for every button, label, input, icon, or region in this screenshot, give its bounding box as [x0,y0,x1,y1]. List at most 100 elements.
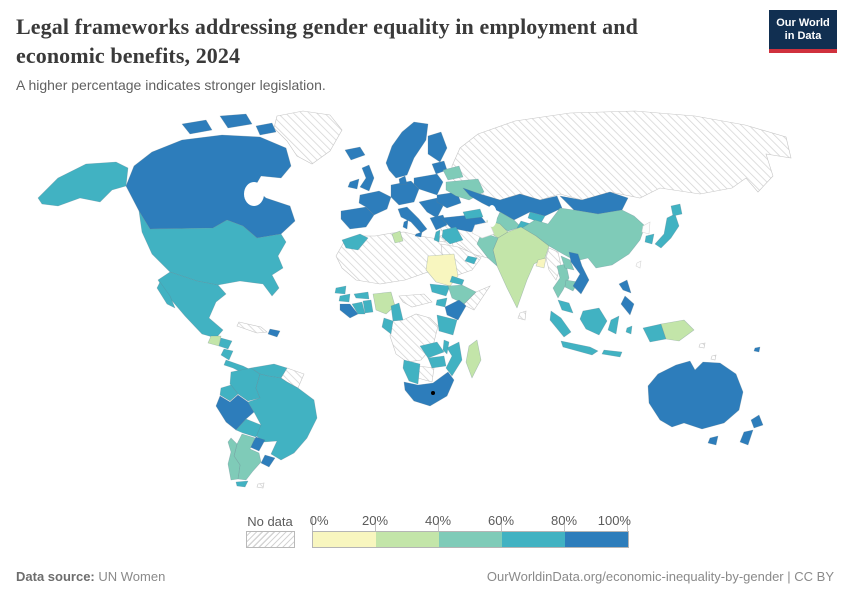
country-china[interactable] [521,207,646,269]
legend-bin-60-80[interactable] [502,532,565,547]
country-madagascar[interactable] [465,339,482,379]
country-tunisia[interactable] [391,230,404,244]
legend-bin-20-40[interactable] [376,532,439,547]
country-indonesia-borneo[interactable] [579,307,608,336]
country-senegal[interactable] [334,285,347,295]
country-south-sudan[interactable] [429,283,451,297]
country-chile[interactable] [227,437,241,481]
country-north-korea[interactable] [641,221,651,235]
country-cote-divoire[interactable] [351,301,366,315]
country-uganda[interactable] [435,297,448,308]
country-guinea[interactable] [338,293,351,303]
country-canada-arctic-3[interactable] [255,122,277,136]
country-indonesia-lesser-sunda[interactable] [601,349,623,358]
country-cuba[interactable] [236,321,268,334]
region-balkans[interactable] [418,197,444,219]
country-burkina-faso[interactable] [353,291,370,300]
country-sri-lanka[interactable] [517,310,527,321]
country-kazakhstan[interactable] [462,187,563,221]
country-nicaragua[interactable] [220,348,234,361]
country-norway-sweden[interactable] [385,121,429,179]
country-guatemala[interactable] [207,335,222,347]
world-map[interactable] [0,108,850,500]
country-lesotho[interactable] [431,391,435,395]
country-kenya[interactable] [444,299,467,321]
region-tierra-del-fuego[interactable] [235,480,249,488]
country-greenland[interactable] [273,110,343,165]
country-namibia[interactable] [402,359,421,385]
country-south-africa[interactable] [403,371,455,407]
country-bolivia[interactable] [235,418,262,438]
country-new-zealand-north[interactable] [750,414,764,429]
country-canada[interactable] [125,134,296,239]
legend-no-data-swatch[interactable] [246,531,295,548]
country-sierra-leone-liberia[interactable] [339,303,359,319]
country-laos[interactable] [560,255,575,271]
country-iraq[interactable] [441,226,464,245]
country-mozambique[interactable] [445,341,463,377]
country-morocco[interactable] [341,233,369,251]
country-united-kingdom[interactable] [359,164,375,192]
country-central-african-republic[interactable] [398,293,433,308]
country-france[interactable] [358,190,392,216]
country-mongolia[interactable] [559,191,629,215]
country-south-korea[interactable] [644,233,655,245]
country-malaysia[interactable] [557,299,574,314]
country-canada-arctic-1[interactable] [181,119,213,135]
country-philippines-south[interactable] [620,295,635,316]
country-italy[interactable] [397,206,428,234]
region-caucasus[interactable] [462,208,484,220]
country-russia[interactable] [451,110,792,201]
country-mexico-baja[interactable] [156,281,176,309]
country-vietnam[interactable] [568,251,590,295]
country-indonesia-java[interactable] [560,340,599,356]
country-taiwan[interactable] [635,260,642,269]
country-ghana[interactable] [362,299,374,314]
legend-bin-40-60[interactable] [439,532,502,547]
country-iceland[interactable] [344,146,366,161]
country-ecuador[interactable] [219,384,239,402]
country-australia-tasmania[interactable] [707,435,719,446]
country-solomon-islands[interactable] [698,342,706,349]
owid-logo[interactable]: Our World in Data [769,10,837,53]
country-denmark[interactable] [398,175,408,186]
country-congo-gabon[interactable] [381,317,394,335]
country-afghanistan[interactable] [471,221,495,239]
country-israel-lebanon[interactable] [433,229,441,243]
country-pakistan[interactable] [476,231,499,267]
country-botswana[interactable] [417,365,435,383]
country-new-zealand-south[interactable] [739,429,754,446]
country-uruguay[interactable] [260,454,276,468]
country-indonesia-maluku[interactable] [625,325,633,335]
country-ireland[interactable] [347,178,360,190]
country-philippines-luzon[interactable] [618,279,632,294]
footer-link[interactable]: OurWorldinData.org/economic-inequality-b… [486,569,784,584]
country-cambodia[interactable] [564,279,579,292]
country-indonesia-sulawesi[interactable] [607,315,620,335]
country-papua-new-guinea[interactable] [660,319,695,342]
country-italy-sardinia[interactable] [402,219,409,230]
country-bangladesh[interactable] [535,257,547,269]
country-finland[interactable] [427,131,448,163]
country-zambia[interactable] [419,341,445,359]
legend-bin-80-100[interactable] [565,532,628,547]
country-germany[interactable] [390,180,420,206]
country-uae[interactable] [464,255,478,265]
country-vanuatu[interactable] [710,354,717,361]
country-ethiopia[interactable] [447,284,477,305]
country-myanmar[interactable] [545,247,562,281]
country-japan[interactable] [654,213,680,249]
country-zimbabwe[interactable] [427,355,447,369]
country-italy-sicily[interactable] [414,231,423,238]
country-indonesia-sumatra[interactable] [549,310,572,338]
country-brazil[interactable] [247,373,318,461]
country-usa-alaska[interactable] [37,161,129,207]
country-poland[interactable] [413,173,444,196]
country-belarus[interactable] [442,165,464,181]
country-australia[interactable] [647,360,744,430]
country-dominican-republic[interactable] [267,328,281,338]
country-peru[interactable] [215,394,255,431]
country-canada-arctic-2[interactable] [219,113,253,129]
country-falkland-islands[interactable] [256,482,265,489]
country-malawi[interactable] [442,339,450,355]
